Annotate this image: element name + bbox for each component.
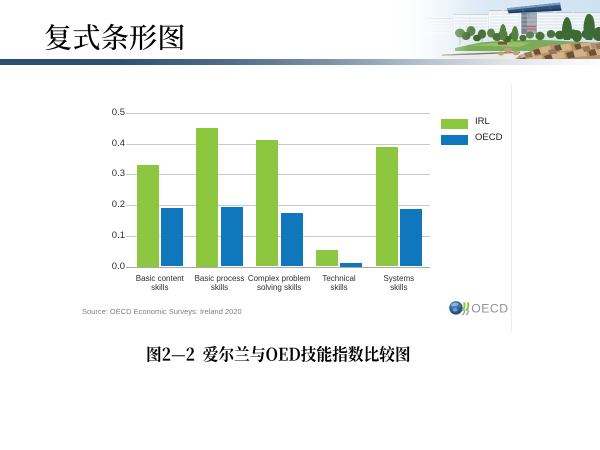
svg-text:OECD: OECD xyxy=(471,301,508,315)
